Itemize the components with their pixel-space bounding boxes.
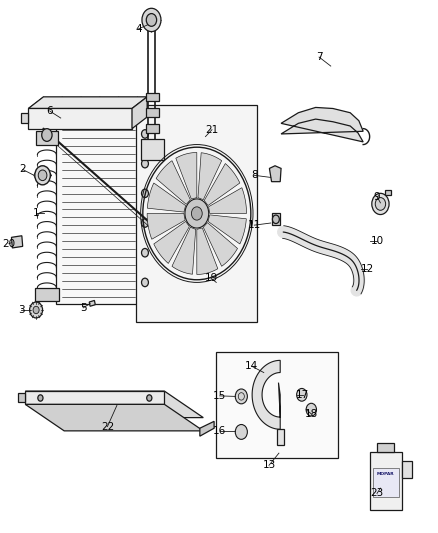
Polygon shape bbox=[18, 393, 25, 402]
Circle shape bbox=[272, 215, 279, 223]
Circle shape bbox=[42, 128, 52, 141]
Circle shape bbox=[141, 159, 148, 168]
Polygon shape bbox=[269, 166, 281, 182]
Polygon shape bbox=[200, 421, 214, 436]
Text: 22: 22 bbox=[101, 422, 114, 432]
Polygon shape bbox=[146, 124, 159, 133]
Circle shape bbox=[30, 302, 42, 318]
Polygon shape bbox=[216, 352, 338, 458]
Polygon shape bbox=[25, 391, 164, 405]
Circle shape bbox=[141, 278, 148, 287]
Text: 6: 6 bbox=[46, 106, 53, 116]
Text: 8: 8 bbox=[251, 171, 258, 180]
Polygon shape bbox=[11, 236, 23, 248]
Polygon shape bbox=[21, 113, 28, 123]
Circle shape bbox=[141, 219, 148, 227]
Polygon shape bbox=[136, 105, 257, 322]
Circle shape bbox=[297, 389, 307, 401]
Circle shape bbox=[38, 395, 43, 401]
Polygon shape bbox=[36, 131, 58, 144]
Text: 21: 21 bbox=[205, 125, 219, 135]
Polygon shape bbox=[25, 391, 203, 418]
Polygon shape bbox=[132, 97, 147, 128]
Circle shape bbox=[147, 395, 152, 401]
Text: 14: 14 bbox=[245, 361, 258, 371]
Polygon shape bbox=[146, 93, 159, 101]
Text: 16: 16 bbox=[213, 426, 226, 436]
Text: 2: 2 bbox=[19, 165, 26, 174]
Circle shape bbox=[185, 199, 208, 228]
Polygon shape bbox=[89, 301, 95, 306]
Text: MOPAR: MOPAR bbox=[377, 472, 395, 477]
Polygon shape bbox=[402, 461, 412, 478]
Text: 13: 13 bbox=[262, 461, 276, 470]
Polygon shape bbox=[146, 109, 159, 117]
Circle shape bbox=[146, 13, 157, 26]
Polygon shape bbox=[272, 214, 280, 225]
Polygon shape bbox=[204, 164, 240, 206]
Circle shape bbox=[141, 189, 148, 198]
Polygon shape bbox=[156, 160, 191, 204]
Text: 20: 20 bbox=[2, 239, 15, 249]
Text: 15: 15 bbox=[213, 391, 226, 401]
Circle shape bbox=[191, 207, 202, 220]
Text: 18: 18 bbox=[305, 409, 318, 419]
Text: 4: 4 bbox=[135, 24, 142, 34]
Text: 11: 11 bbox=[247, 220, 261, 230]
Circle shape bbox=[235, 424, 247, 439]
Polygon shape bbox=[57, 123, 141, 304]
Circle shape bbox=[141, 248, 148, 257]
Text: 3: 3 bbox=[18, 305, 24, 315]
Circle shape bbox=[38, 170, 47, 181]
Polygon shape bbox=[277, 429, 284, 445]
Polygon shape bbox=[25, 405, 203, 431]
Text: 5: 5 bbox=[80, 303, 86, 313]
Text: 17: 17 bbox=[296, 390, 309, 400]
Polygon shape bbox=[176, 152, 197, 199]
Polygon shape bbox=[28, 109, 132, 128]
Polygon shape bbox=[154, 221, 189, 263]
Circle shape bbox=[306, 403, 317, 416]
Polygon shape bbox=[198, 153, 222, 200]
Circle shape bbox=[142, 9, 161, 31]
Polygon shape bbox=[370, 452, 402, 511]
Polygon shape bbox=[141, 139, 164, 160]
Polygon shape bbox=[208, 188, 247, 214]
Polygon shape bbox=[147, 183, 186, 212]
Circle shape bbox=[372, 193, 389, 215]
Polygon shape bbox=[252, 360, 280, 429]
Text: 19: 19 bbox=[205, 273, 218, 283]
Text: 10: 10 bbox=[371, 236, 384, 246]
Text: 12: 12 bbox=[361, 264, 374, 274]
Circle shape bbox=[33, 306, 39, 314]
Polygon shape bbox=[208, 215, 246, 244]
Polygon shape bbox=[281, 108, 363, 142]
Circle shape bbox=[141, 130, 148, 138]
Text: 9: 9 bbox=[374, 191, 380, 201]
Polygon shape bbox=[373, 468, 399, 497]
Text: 1: 1 bbox=[33, 208, 39, 219]
Polygon shape bbox=[28, 97, 147, 109]
Polygon shape bbox=[172, 227, 196, 274]
Polygon shape bbox=[378, 442, 394, 452]
Polygon shape bbox=[385, 190, 391, 195]
Circle shape bbox=[375, 198, 385, 211]
Polygon shape bbox=[197, 228, 218, 274]
Circle shape bbox=[235, 389, 247, 404]
Polygon shape bbox=[35, 288, 59, 301]
Text: 23: 23 bbox=[371, 488, 384, 498]
Text: 7: 7 bbox=[316, 52, 322, 62]
Polygon shape bbox=[203, 223, 237, 266]
Circle shape bbox=[35, 166, 50, 185]
Polygon shape bbox=[147, 214, 185, 239]
